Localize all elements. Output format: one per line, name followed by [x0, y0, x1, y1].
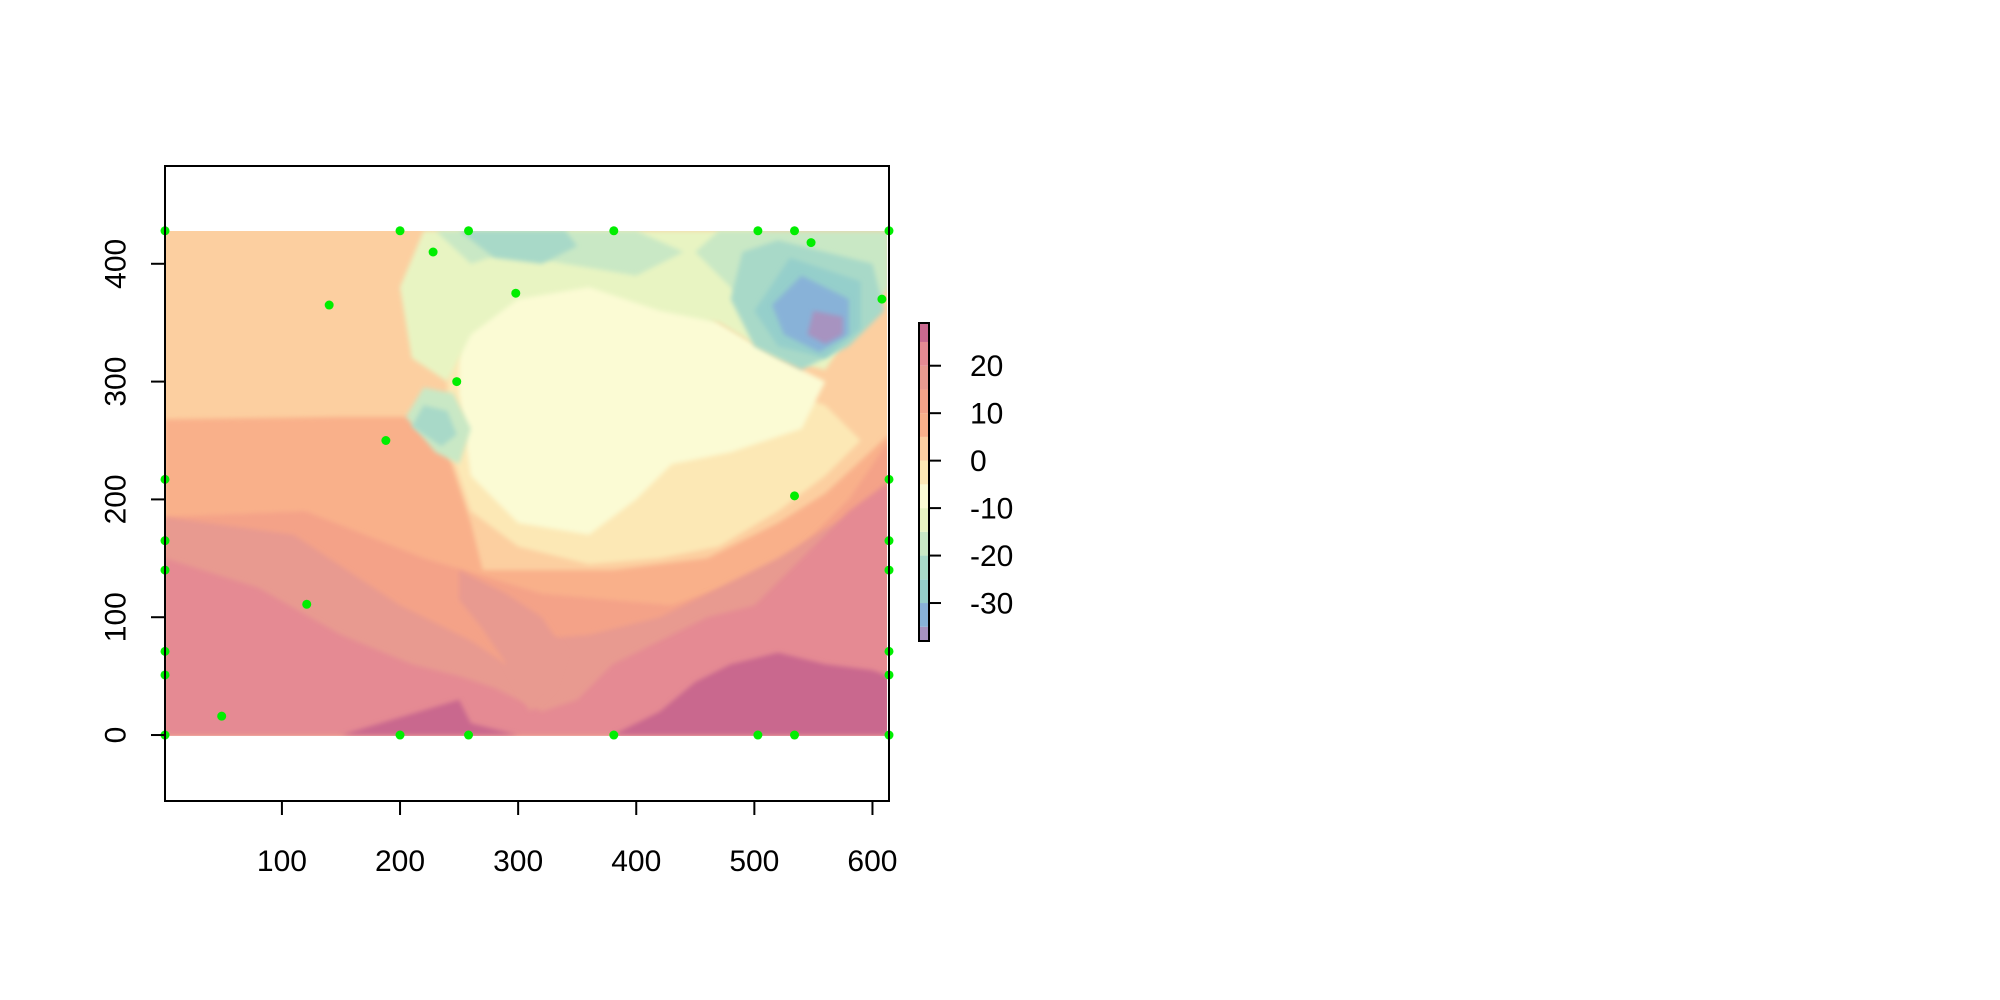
colorbar-frame [918, 322, 930, 642]
colorbar-tick-label: -30 [970, 588, 1013, 621]
colorbar-tick-label: 0 [970, 445, 987, 478]
station-point [395, 226, 405, 236]
colorbar-bin [919, 626, 929, 641]
colorbar-bin [919, 341, 929, 366]
colorbar-tick-label: -10 [970, 493, 1013, 526]
station-point [217, 711, 227, 721]
station-point [381, 435, 391, 445]
colorbar-bin [919, 460, 929, 485]
colorbar-tick-label: -20 [970, 540, 1013, 573]
station-point [428, 247, 438, 257]
y-tick-label: 400 [100, 239, 133, 289]
station-point [877, 294, 887, 304]
station-point [511, 288, 521, 298]
colorbar-bin [919, 389, 929, 414]
station-point [790, 491, 800, 501]
colorbar-bin [919, 603, 929, 627]
raster-region [341, 699, 519, 735]
station-point [806, 238, 816, 248]
x-tick-label: 200 [375, 845, 425, 878]
x-tick-label: 500 [729, 845, 779, 878]
colorbar-bin [919, 365, 929, 390]
station-point [753, 226, 763, 236]
raster-region [459, 263, 826, 535]
colorbar-bin [919, 555, 929, 580]
colorbar-legend: 20 10 0 -10 -20 -30 [918, 322, 1013, 642]
colorbar-bin [919, 531, 929, 556]
station-point [753, 730, 763, 740]
station-point [790, 730, 800, 740]
y-axis: 0 100 200 300 400 [100, 239, 166, 744]
x-tick-label: 300 [493, 845, 543, 878]
y-tick-label: 300 [100, 357, 133, 407]
raster-region [411, 405, 457, 447]
station-point [395, 730, 405, 740]
colorbar-bin [919, 413, 929, 437]
colorbar-tick-label: 20 [970, 350, 1003, 383]
x-tick-label: 600 [847, 845, 897, 878]
station-point [464, 730, 474, 740]
raster-region [165, 483, 887, 735]
station-point [302, 599, 312, 609]
x-tick-label: 100 [257, 845, 307, 878]
raster-region [459, 231, 578, 264]
y-tick-label: 100 [100, 592, 133, 642]
raster-region [807, 310, 843, 344]
colorbar-bin [919, 579, 929, 604]
station-point [452, 377, 462, 387]
x-axis: 100 200 300 400 500 600 [257, 800, 897, 878]
colorbar-bin [919, 323, 929, 342]
station-point [324, 300, 334, 310]
raster-field [165, 231, 887, 736]
raster-region [612, 652, 887, 735]
colorbar-bin [919, 508, 929, 532]
colorbar-bin [919, 436, 929, 461]
station-point [790, 226, 800, 236]
raster-region [459, 570, 566, 712]
x-tick-label: 400 [611, 845, 661, 878]
station-point [464, 226, 474, 236]
y-tick-label: 0 [100, 727, 133, 744]
station-point [609, 226, 619, 236]
y-tick-label: 200 [100, 474, 133, 524]
station-point [609, 730, 619, 740]
colorbar-bin [919, 484, 929, 509]
colorbar-tick-label: 10 [970, 398, 1003, 431]
